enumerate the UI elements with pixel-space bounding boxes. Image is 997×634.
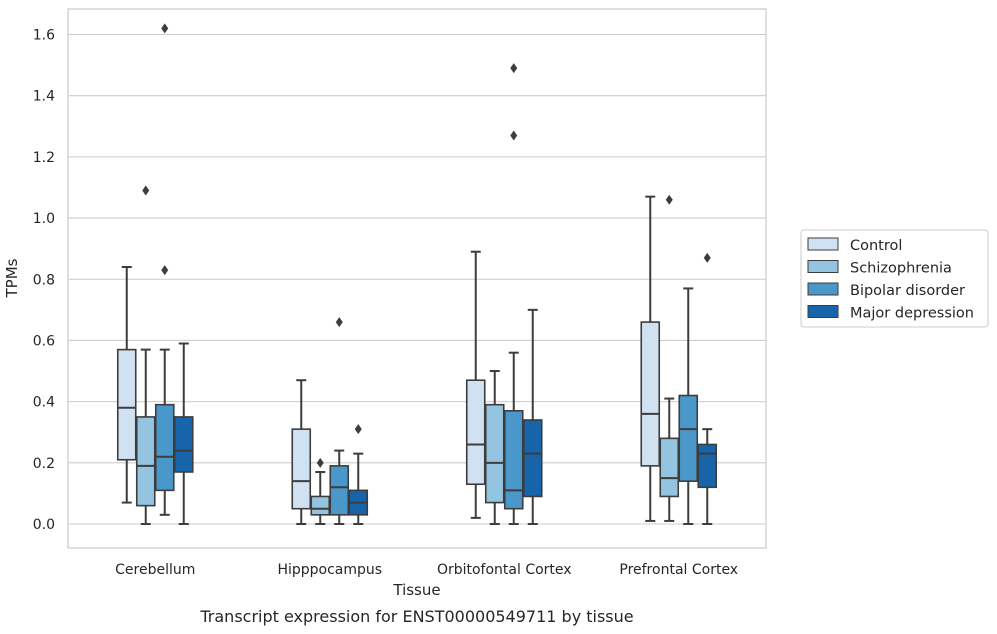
y-axis-ticks: 0.0 0.2 0.4 0.6 0.8 1.0 1.2 1.4 1.6 <box>33 28 55 534</box>
chart-caption: Transcript expression for ENST0000054971… <box>199 607 633 626</box>
y-tick-label: 1.2 <box>33 150 55 166</box>
legend-swatch <box>807 282 839 296</box>
box <box>484 403 505 504</box>
outlier-point <box>335 317 343 328</box>
box-group <box>291 379 312 525</box>
x-axis-label: Tissue <box>392 581 440 599</box>
box <box>503 410 524 510</box>
box-group <box>465 250 486 519</box>
outlier-point <box>665 194 673 205</box>
outlier-point <box>510 130 518 141</box>
box-group <box>348 424 369 525</box>
outlier-point <box>316 457 324 468</box>
x-tick-label: Cerebellum <box>115 562 195 578</box>
y-tick-label: 0.8 <box>33 272 55 288</box>
y-axis-label: TPMs <box>3 258 21 298</box>
boxes <box>116 23 718 525</box>
box <box>329 465 350 516</box>
outlier-point <box>161 23 169 34</box>
y-tick-label: 0.0 <box>33 517 55 533</box>
y-tick-label: 0.2 <box>33 456 55 472</box>
box-group <box>697 252 718 525</box>
outlier-point <box>161 265 169 276</box>
box-group <box>154 23 175 516</box>
box <box>310 495 331 516</box>
y-tick-label: 1.4 <box>33 89 55 105</box>
legend-label: Control <box>850 238 902 254</box>
box <box>697 443 718 489</box>
x-tick-label: Hipppocampus <box>277 562 382 578</box>
legend-swatch <box>807 237 839 251</box>
y-tick-label: 0.4 <box>33 395 55 411</box>
box-group <box>135 185 156 525</box>
outlier-point <box>510 63 518 74</box>
y-tick-label: 1.0 <box>33 211 55 227</box>
box-group <box>522 308 543 525</box>
box <box>465 379 486 486</box>
box <box>678 394 699 482</box>
box <box>154 403 175 492</box>
x-tick-label: Prefrontal Cortex <box>619 562 738 578</box>
box-group <box>678 287 699 525</box>
box <box>522 419 543 498</box>
box <box>116 348 137 461</box>
box-group <box>503 63 524 525</box>
legend-label: Major depression <box>850 306 974 322</box>
legend-label: Bipolar disorder <box>850 283 965 299</box>
outlier-point <box>142 185 150 196</box>
y-tick-label: 0.6 <box>33 333 55 349</box>
legend-label: Schizophrenia <box>850 261 952 277</box>
box <box>659 437 680 498</box>
box-group <box>173 342 194 525</box>
legend-swatch <box>807 305 839 318</box>
x-tick-label: Orbitofontal Cortex <box>437 562 572 578</box>
box-group <box>116 266 137 504</box>
box-group <box>484 370 505 525</box>
box-group <box>310 457 331 525</box>
box-group <box>329 317 350 525</box>
box <box>135 416 156 507</box>
box-group <box>640 195 661 522</box>
y-tick-label: 1.6 <box>33 28 55 44</box>
outlier-point <box>703 252 711 263</box>
outlier-point <box>354 424 362 435</box>
box-group <box>659 194 680 522</box>
legend-frame <box>800 229 989 328</box>
x-axis-ticks: Cerebellum Hipppocampus Orbitofontal Corte… <box>115 562 738 578</box>
legend: Control Schizophrenia Bipolar disorder Majo… <box>800 229 989 328</box>
box <box>291 428 312 510</box>
box <box>640 321 661 467</box>
legend-swatch <box>807 260 839 273</box>
box <box>173 416 194 473</box>
